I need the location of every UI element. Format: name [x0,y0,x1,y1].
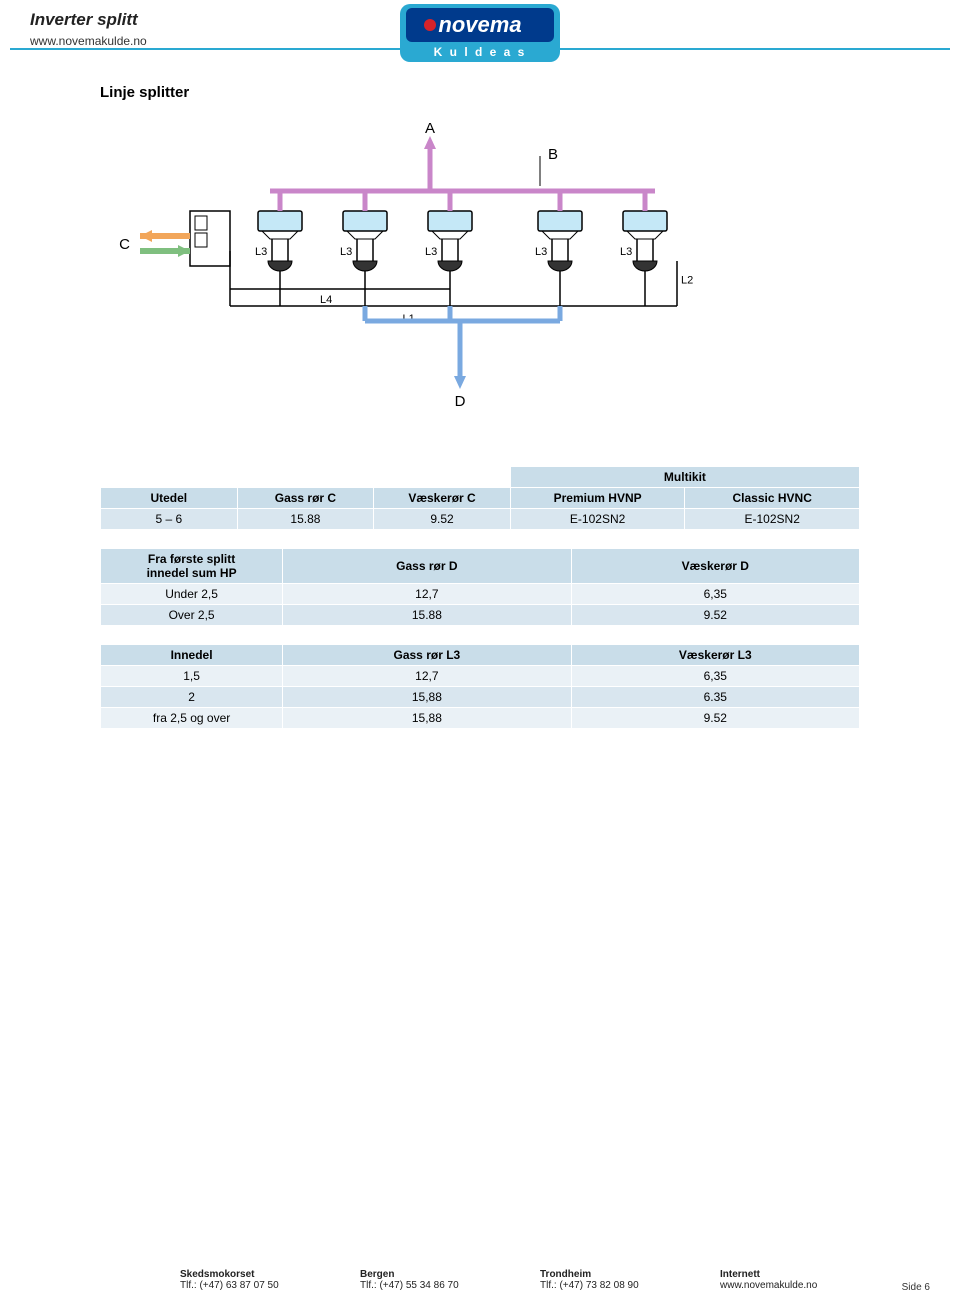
table-cell: 9.52 [374,509,511,530]
doc-title: Inverter splitt [30,10,147,30]
splitt-hp-table: Fra første splittinnedel sum HPGass rør … [100,548,860,626]
svg-text:L4: L4 [320,294,332,306]
table-header: Classic HVNC [685,488,860,509]
table-cell: E-102SN2 [685,509,860,530]
table-header: Gass rør D [283,549,571,584]
footer-col-3: Internett www.novemakulde.no [720,1269,900,1291]
table-cell: 9.52 [571,708,859,729]
table-header: Væskerør C [374,488,511,509]
footer-col-1: Bergen Tlf.: (+47) 55 34 86 70 [360,1269,540,1291]
table-cell: 6,35 [571,584,859,605]
svg-text:L3: L3 [255,246,267,258]
innedel-table: InnedelGass rør L3Væskerør L3 1,512,76,35… [100,644,860,729]
table-cell: 12,7 [283,584,571,605]
table-cell: 6,35 [571,666,859,687]
footer-line-1: Tlf.: (+47) 55 34 86 70 [360,1280,540,1291]
table-header: Væskerør D [571,549,859,584]
table-cell: 15,88 [283,708,571,729]
table-cell: fra 2,5 og over [101,708,283,729]
logo-text-bottom: K u l d e a s [434,45,527,59]
table-header: Innedel [101,645,283,666]
svg-text:L3: L3 [340,246,352,258]
svg-text:L3: L3 [425,246,437,258]
page-footer: Skedsmokorset Tlf.: (+47) 63 87 07 50 Be… [0,1269,960,1291]
table-header: Premium HVNP [510,488,685,509]
svg-text:L3: L3 [620,246,632,258]
doc-url: www.novemakulde.no [30,34,147,48]
table-cell: 15.88 [283,605,571,626]
table-header: Væskerør L3 [571,645,859,666]
svg-text:L2: L2 [681,275,693,287]
table-cell: 1,5 [101,666,283,687]
line-splitter-diagram: CABL3L3L3L3L3L2L1L4D [100,121,720,426]
table-cell: Under 2,5 [101,584,283,605]
page-header: Inverter splitt www.novemakulde.no novem… [0,0,960,54]
table-header: Gass rør C [237,488,374,509]
footer-line-3: www.novemakulde.no [720,1280,900,1291]
table-header: Utedel [101,488,238,509]
footer-line-2: Tlf.: (+47) 73 82 08 90 [540,1280,720,1291]
table-cell: 6.35 [571,687,859,708]
table-cell: 15.88 [237,509,374,530]
svg-text:C: C [119,236,130,253]
table-super-header: Multikit [510,467,859,488]
footer-col-2: Trondheim Tlf.: (+47) 73 82 08 90 [540,1269,720,1291]
footer-title-0: Skedsmokorset [180,1269,360,1280]
content: Linje splitter CABL3L3L3L3L3L2L1L4D Mult… [0,54,960,729]
footer-col-0: Skedsmokorset Tlf.: (+47) 63 87 07 50 [180,1269,360,1291]
table-cell: 15,88 [283,687,571,708]
logo-text-top: novema [438,12,521,37]
footer-title-2: Trondheim [540,1269,720,1280]
svg-text:L3: L3 [535,246,547,258]
table-cell: 12,7 [283,666,571,687]
table-cell: Over 2,5 [101,605,283,626]
section-title: Linje splitter [100,84,900,101]
svg-text:D: D [455,393,466,410]
svg-text:B: B [548,146,558,163]
brand-logo: novema K u l d e a s [400,4,560,67]
table-cell: 5 – 6 [101,509,238,530]
footer-title-1: Bergen [360,1269,540,1280]
footer-line-0: Tlf.: (+47) 63 87 07 50 [180,1280,360,1291]
table-header: Gass rør L3 [283,645,571,666]
footer-title-3: Internett [720,1269,900,1280]
table-cell: 2 [101,687,283,708]
table-cell: E-102SN2 [510,509,685,530]
table-cell: 9.52 [571,605,859,626]
table-header: Fra første splittinnedel sum HP [101,549,283,584]
multikit-table: Multikit UtedelGass rør CVæskerør CPremiu… [100,466,860,530]
svg-text:A: A [425,121,435,137]
page-number: Side 6 [902,1282,930,1293]
